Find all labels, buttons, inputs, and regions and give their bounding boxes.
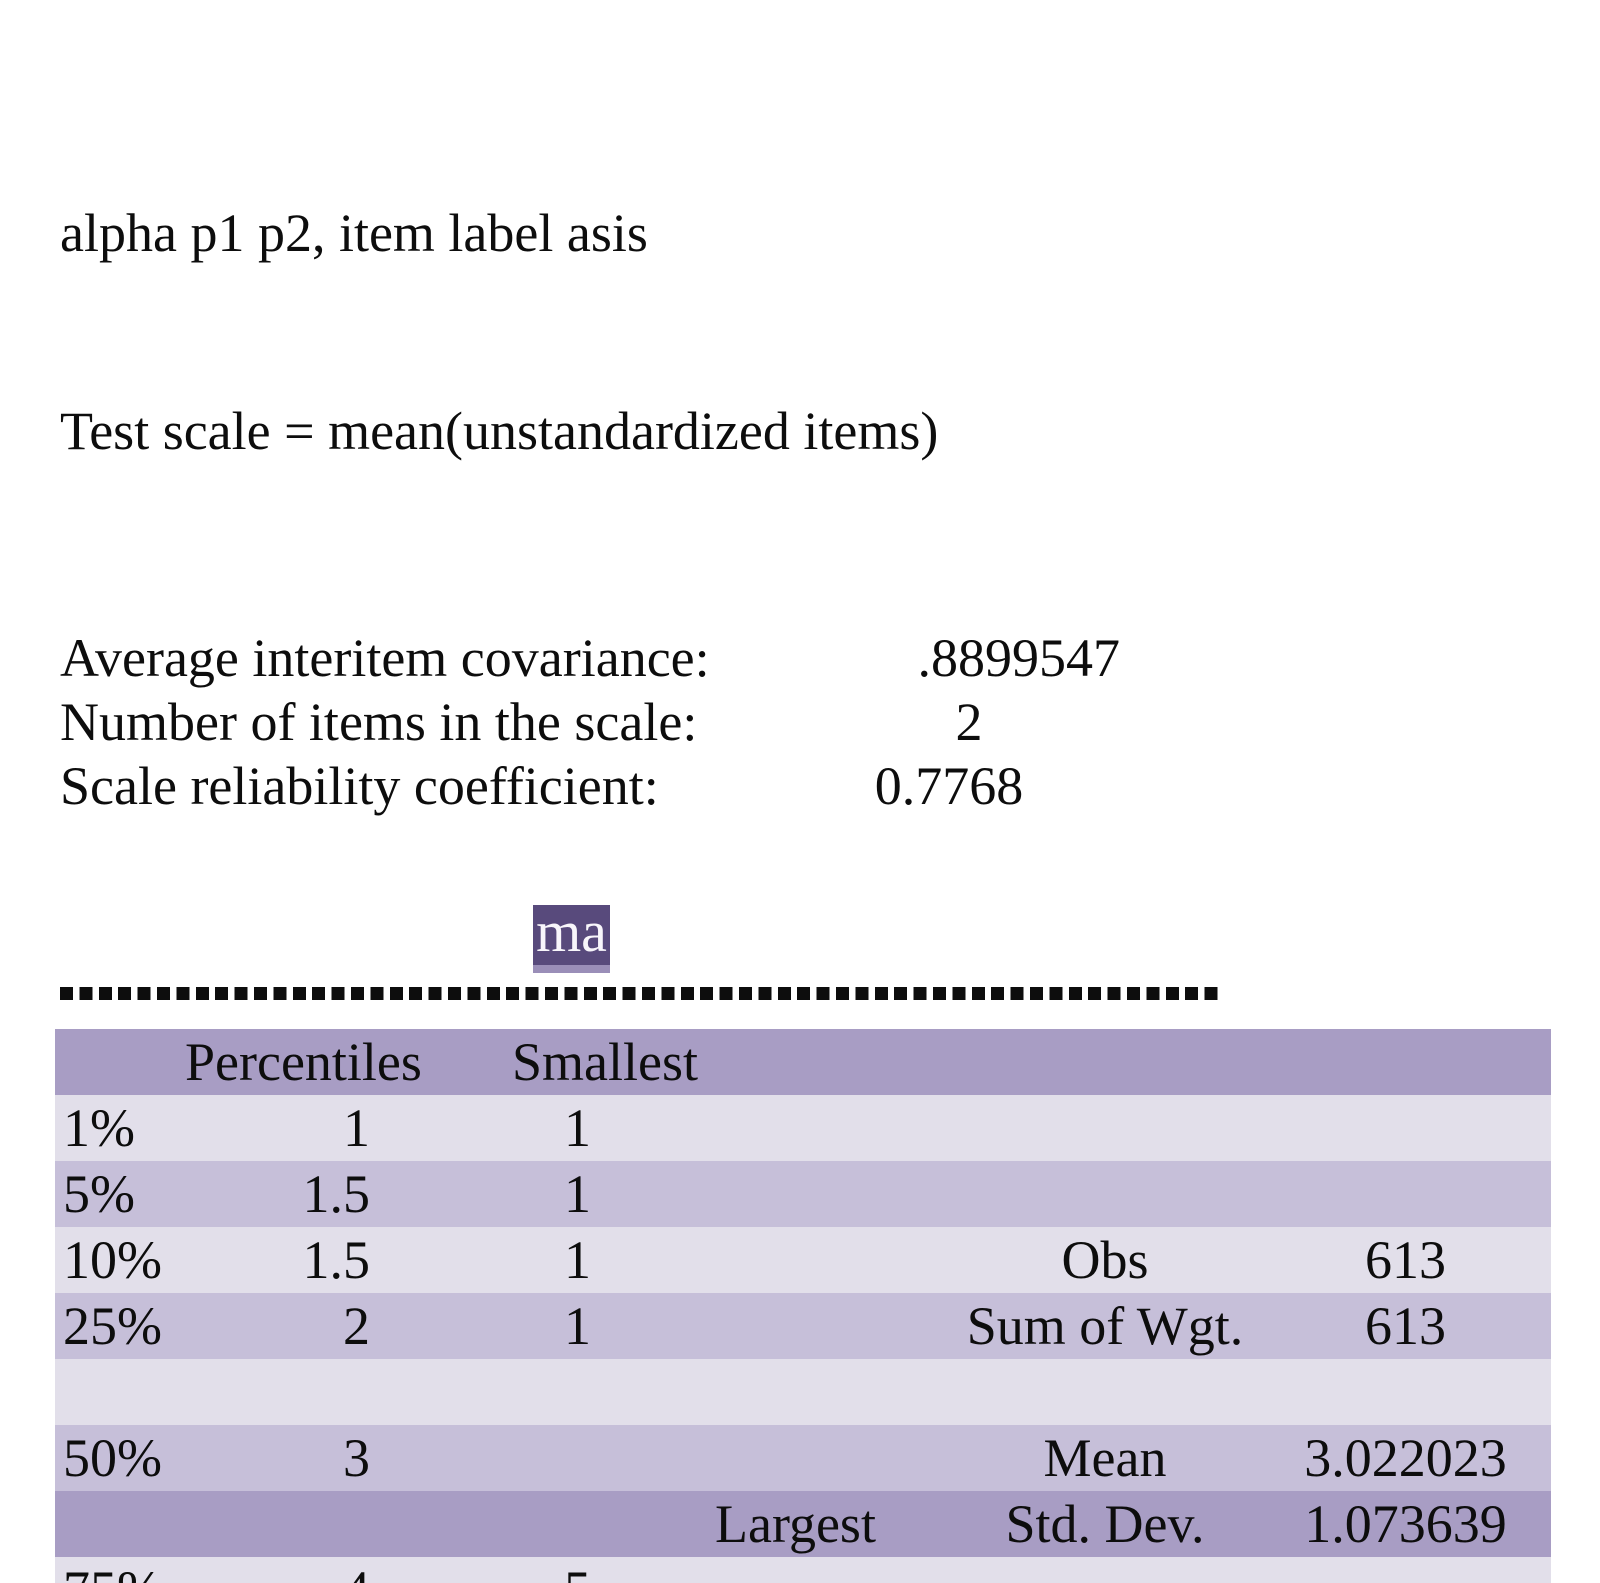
table-cell: 1 bbox=[564, 1098, 591, 1158]
table-cell: 2 bbox=[343, 1296, 370, 1356]
table-cell: 613 bbox=[1365, 1296, 1446, 1356]
table-cell: 75% bbox=[55, 1559, 185, 1583]
table-row: 75%45 bbox=[55, 1557, 1551, 1583]
stat-label: Number of items in the scale: bbox=[60, 692, 698, 752]
table-header-row: Percentiles Smallest bbox=[55, 1029, 1551, 1095]
command-line-1: alpha p1 p2, item label asis bbox=[60, 203, 648, 263]
summary-table: Percentiles Smallest 1% 1 1 5% 1.5 1 10% 1.5 1 Obs 6… bbox=[55, 1029, 1551, 1583]
table-cell: 5 bbox=[440, 1559, 715, 1583]
table-cell: 3 bbox=[343, 1428, 370, 1488]
stat-value: 2 bbox=[955, 692, 983, 752]
stat-line-items: Number of items in the scale: 2 bbox=[60, 690, 1600, 754]
table-cell: 613 bbox=[1365, 1230, 1446, 1290]
table-cell: Smallest bbox=[512, 1032, 698, 1092]
table-cell: Mean bbox=[1043, 1428, 1167, 1488]
table-cell: 10% bbox=[63, 1230, 162, 1290]
variable-badge: ma bbox=[533, 899, 610, 973]
table-row: 25% 2 1 Sum of Wgt. 613 bbox=[55, 1293, 1551, 1359]
command-line-2: Test scale = mean(unstandardized items) bbox=[60, 401, 939, 461]
table-cell: Sum of Wgt. bbox=[966, 1296, 1244, 1356]
variable-badge-label: ma bbox=[536, 899, 607, 964]
table-cell: Std. Dev. bbox=[1005, 1494, 1205, 1554]
table-cell: 1 bbox=[564, 1164, 591, 1224]
stat-value: .8899547 bbox=[917, 628, 1121, 688]
stat-value: 0.7768 bbox=[874, 756, 1024, 816]
table-cell: 25% bbox=[63, 1296, 162, 1356]
table-cell: 4 bbox=[185, 1559, 440, 1583]
stat-line-covariance: Average interitem covariance: .8899547 bbox=[60, 626, 1600, 690]
stat-line-alpha: Scale reliability coefficient: 0.7768 bbox=[60, 754, 1600, 818]
table-cell: 1.5 bbox=[302, 1164, 371, 1224]
stat-label: Scale reliability coefficient: bbox=[60, 756, 659, 816]
table-row: 5% 1.5 1 bbox=[55, 1161, 1551, 1227]
stat-label: Average interitem covariance: bbox=[60, 628, 710, 688]
table-cell: 1% bbox=[63, 1098, 135, 1158]
separator-dashed-line bbox=[60, 987, 1224, 1000]
reliability-stats-block: Average interitem covariance: .8899547 N… bbox=[60, 626, 1600, 818]
table-cell: 3.022023 bbox=[1304, 1428, 1507, 1488]
table-cell: Largest bbox=[715, 1494, 876, 1554]
table-cell: Percentiles bbox=[185, 1032, 422, 1092]
table-cell: 5% bbox=[63, 1164, 135, 1224]
command-block: alpha p1 p2, item label asis Test scale … bbox=[60, 68, 1600, 530]
table-cell: Obs bbox=[1061, 1230, 1149, 1290]
table-cell: 1 bbox=[564, 1230, 591, 1290]
table-cell: 1.5 bbox=[302, 1230, 371, 1290]
table-cell: 50% bbox=[63, 1428, 162, 1488]
table-row bbox=[55, 1359, 1551, 1425]
table-row: Largest Std. Dev. 1.073639 bbox=[55, 1491, 1551, 1557]
table-cell: 1 bbox=[343, 1098, 370, 1158]
table-row: 1% 1 1 bbox=[55, 1095, 1551, 1161]
table-row: 10% 1.5 1 Obs 613 bbox=[55, 1227, 1551, 1293]
table-row: 50% 3 Mean 3.022023 bbox=[55, 1425, 1551, 1491]
table-cell: 1.073639 bbox=[1304, 1494, 1507, 1554]
table-cell: 1 bbox=[564, 1296, 591, 1356]
